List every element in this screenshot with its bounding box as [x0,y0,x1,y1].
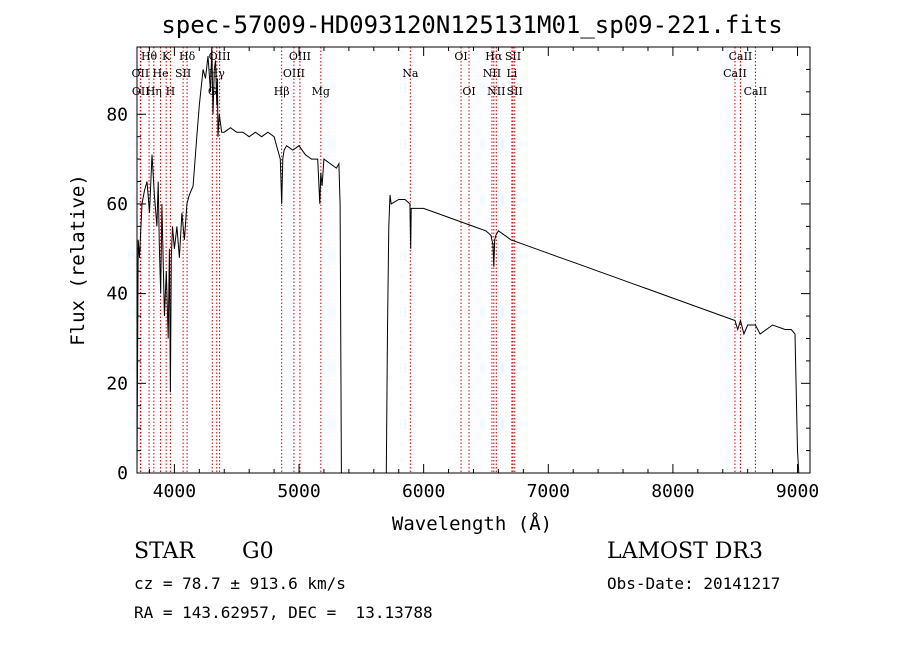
line-marker-label: CaII [723,67,747,80]
line-marker-label: OI [462,85,475,98]
x-axis-label: Wavelength (Å) [392,512,552,535]
y-tick-label: 0 [117,463,128,484]
chart-title: spec-57009-HD093120N125131M01_sp09-221.f… [161,11,782,39]
line-marker-label: OIII [209,50,231,63]
line-marker-label: NII [483,67,501,80]
line-marker-label: Mg [312,85,330,98]
x-tick-label: 6000 [402,481,445,502]
coordinates: RA = 143.62957, DEC = 13.13788 [134,603,433,622]
line-marker-label: OIII [283,67,305,80]
line-marker-label: Hβ [274,85,290,98]
x-tick-label: 5000 [277,481,320,502]
object-subclass: G0 [242,539,274,564]
line-marker-label: OI [454,50,467,63]
line-marker-label: Na [402,67,419,80]
y-tick-label: 80 [106,104,128,125]
line-marker-label: H [166,85,176,98]
line-marker-label: NII [487,85,505,98]
line-marker-label: Hη [146,85,162,98]
y-tick-label: 60 [106,194,128,215]
line-marker-label: K [162,50,171,63]
line-marker-label: OII [132,67,150,80]
line-marker-label: Hθ [141,50,158,63]
axis-ticks: 4000 5000 6000 7000 8000 9000 0 20 40 60 80 [106,47,819,502]
x-tick-label: 4000 [153,481,196,502]
line-marker-label: SII [175,67,191,80]
plot-frame [136,46,811,474]
line-marker-label: CaII [744,85,768,98]
object-class: STAR [134,539,195,564]
x-tick-label: 7000 [527,481,570,502]
flux-series-line [136,46,800,474]
line-marker-label: SII [507,85,523,98]
redshift-velocity: cz = 78.7 ± 913.6 km/s [134,574,346,593]
line-marker-label: Hδ [179,50,196,63]
line-marker-label: Hα [485,50,503,63]
y-tick-label: 40 [106,284,128,305]
x-tick-label: 9000 [776,481,819,502]
survey-name: LAMOST DR3 [607,539,763,564]
line-marker-label: OIII [289,50,311,63]
line-marker-label: Li [506,67,517,80]
observation-date: Obs-Date: 20141217 [607,574,781,593]
y-axis-label: Flux (relative) [67,174,89,346]
y-tick-label: 20 [106,373,128,394]
line-marker-label: He [153,67,169,80]
line-marker-label: CaII [729,50,753,63]
line-marker-label: SII [505,50,521,63]
x-tick-label: 8000 [651,481,694,502]
